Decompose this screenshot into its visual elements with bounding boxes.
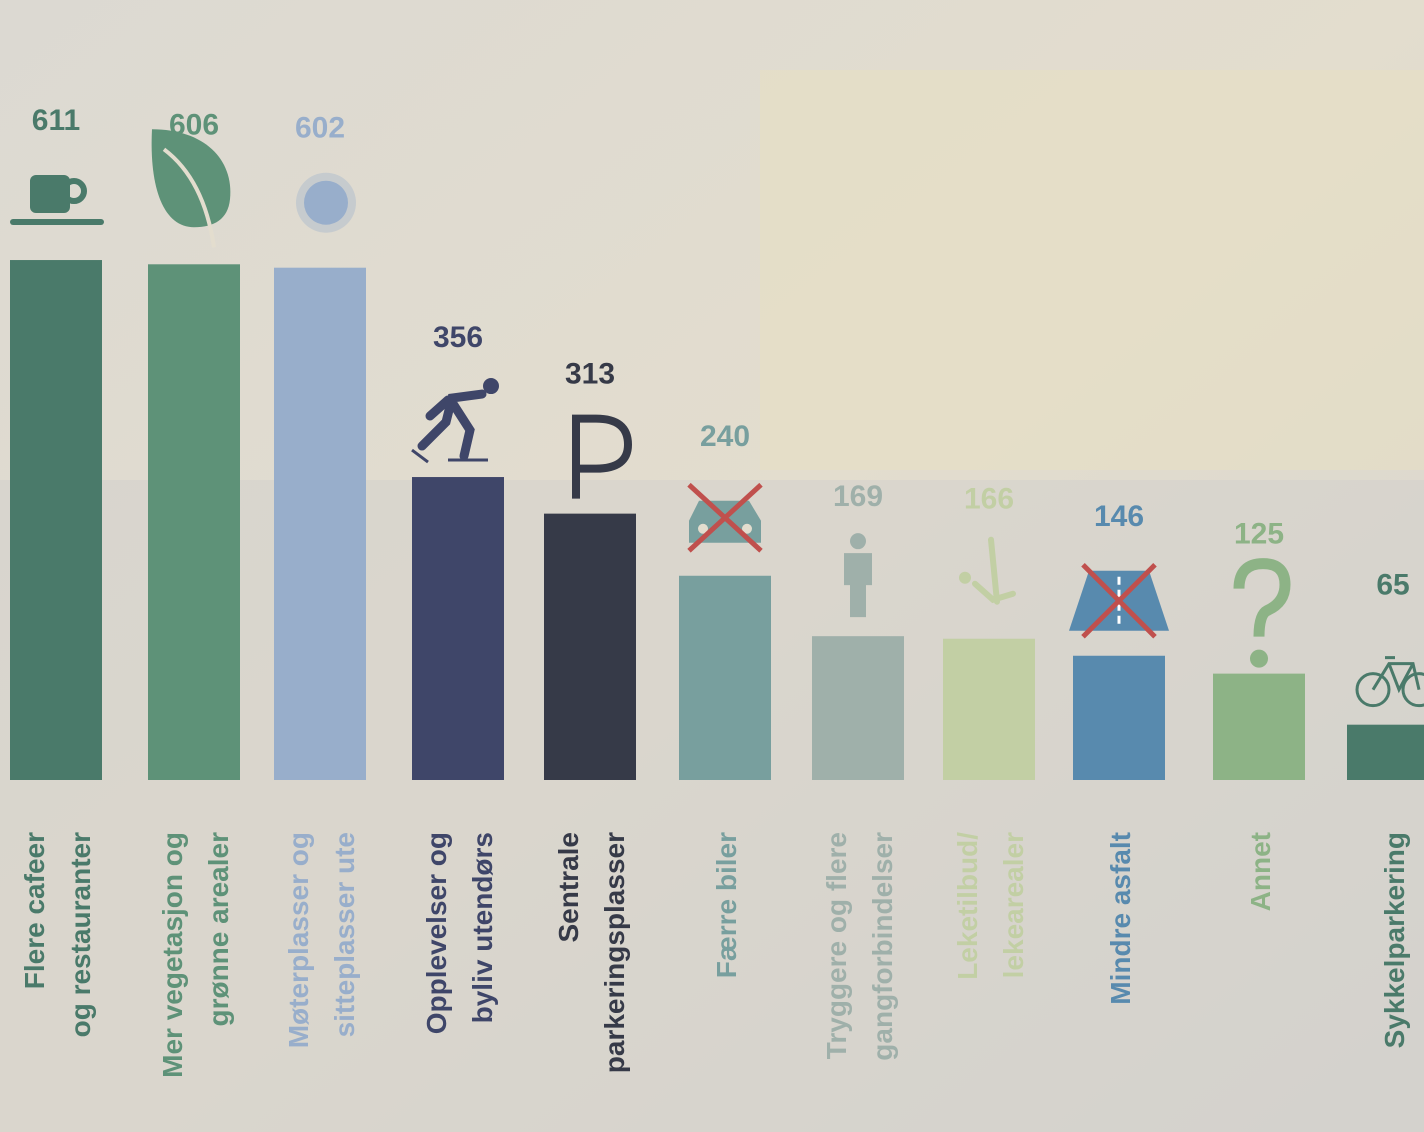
x-tick-label: sitteplasser ute	[329, 832, 360, 1037]
icon-part	[61, 178, 87, 205]
bar	[412, 477, 504, 780]
value-label: 240	[700, 420, 750, 453]
x-tick-label: parkeringsplasser	[599, 832, 630, 1073]
x-tick-label: lekearealer	[998, 832, 1029, 978]
icon-part	[959, 571, 971, 584]
bar	[1073, 655, 1165, 780]
value-label: 169	[833, 480, 883, 513]
icon	[151, 129, 231, 248]
value-label: 606	[169, 108, 219, 141]
x-tick-label: og restauranter	[65, 832, 96, 1037]
value-label: 313	[565, 358, 615, 391]
value-label: 146	[1094, 500, 1144, 533]
icon-part	[844, 553, 872, 618]
icon-part	[1081, 562, 1157, 639]
bar	[812, 636, 904, 780]
icon-part	[483, 378, 499, 395]
bar	[943, 638, 1035, 780]
x-tick-label: Sykkelparkering	[1379, 832, 1410, 1048]
icon-part	[572, 414, 633, 499]
bar	[274, 267, 366, 780]
icon-part	[687, 482, 763, 553]
icon-part	[30, 175, 70, 214]
icon-part	[10, 219, 104, 226]
icon	[1355, 656, 1424, 708]
icon-part	[1355, 672, 1391, 708]
x-tick-label: Mer vegetasjon og	[157, 832, 188, 1078]
x-tick-label: Opplevelser og	[421, 832, 452, 1034]
icon-part	[1401, 672, 1424, 708]
x-tick-label: Tryggere og flere	[821, 832, 852, 1059]
background-building	[760, 70, 1424, 470]
icon	[296, 172, 356, 233]
x-tick-label: Mindre asfalt	[1105, 832, 1136, 1005]
x-tick-label: Sentrale	[553, 832, 584, 943]
icon	[411, 378, 499, 464]
bar	[679, 575, 771, 780]
value-label: 602	[295, 112, 345, 145]
bar	[1347, 724, 1424, 780]
x-tick-label: Annet	[1245, 832, 1276, 911]
icon-part	[1233, 558, 1291, 637]
icon-part	[850, 533, 866, 550]
value-label: 65	[1376, 569, 1409, 602]
icon-part	[304, 180, 348, 225]
x-tick-label: Flere cafeer	[19, 832, 50, 989]
value-label: 125	[1234, 518, 1284, 551]
bar	[544, 513, 636, 780]
icon	[1233, 558, 1291, 668]
icon-part	[742, 523, 752, 534]
x-tick-label: byliv utendørs	[467, 832, 498, 1023]
x-tick-label: Færre biler	[711, 832, 742, 978]
icon-part	[698, 523, 708, 534]
value-label: 356	[433, 321, 483, 354]
bar	[1213, 673, 1305, 780]
icon-part	[417, 389, 487, 461]
bar	[10, 260, 102, 780]
icon	[10, 175, 104, 226]
x-tick-label: Møterplasser og	[283, 832, 314, 1048]
x-tick-label: Leketilbud/	[952, 832, 983, 980]
icon-part	[162, 147, 216, 248]
icon	[1069, 562, 1169, 639]
x-tick-label: gangforbindelser	[867, 832, 898, 1061]
bar	[148, 264, 240, 780]
icon	[959, 536, 1016, 605]
value-label: 611	[32, 104, 80, 137]
icon-part	[689, 500, 761, 543]
x-tick-label: grønne arealer	[203, 832, 234, 1027]
icon	[844, 533, 872, 618]
icon-part	[972, 536, 1016, 605]
value-label: 166	[964, 483, 1014, 516]
icon	[687, 482, 763, 553]
icon-part	[411, 448, 488, 464]
icon-part	[1250, 649, 1268, 668]
icon-part	[1371, 656, 1421, 694]
icon	[572, 414, 633, 499]
